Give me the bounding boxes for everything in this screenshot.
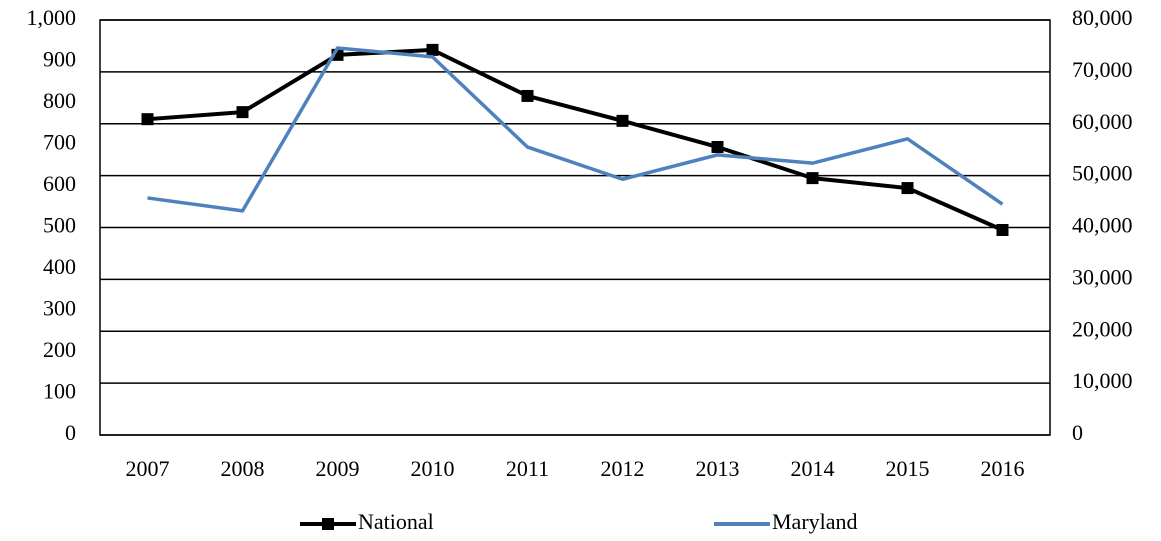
x-tick-label: 2009 (316, 456, 360, 481)
y-tick-label: 800 (43, 88, 76, 113)
y2-tick-label: 60,000 (1072, 109, 1133, 134)
series-line (147, 47, 1004, 232)
point-marker (711, 140, 724, 153)
x-tick-label: 2012 (601, 456, 645, 481)
point-marker (426, 43, 439, 56)
y2-tick-label: 70,000 (1072, 57, 1133, 82)
legend-marker (322, 518, 334, 530)
y-tick-label: 1,000 (27, 5, 77, 30)
point-marker (806, 172, 819, 185)
y-tick-label: 500 (43, 213, 76, 238)
legend-label: National (358, 509, 434, 534)
point-marker (141, 113, 154, 126)
y-tick-label: 100 (43, 379, 76, 404)
y-tick-label: 600 (43, 171, 76, 196)
y-tick-label: 900 (43, 47, 76, 72)
y2-tick-label: 40,000 (1072, 213, 1133, 238)
x-tick-label: 2016 (981, 456, 1025, 481)
y-tick-label: 400 (43, 254, 76, 279)
point-marker (901, 182, 914, 195)
x-tick-label: 2007 (126, 456, 170, 481)
y2-tick-label: 0 (1072, 420, 1083, 445)
series-line (147, 46, 1004, 213)
point-marker (521, 89, 534, 102)
y-tick-label: 700 (43, 130, 76, 155)
legend-label: Maryland (772, 509, 858, 534)
y2-tick-label: 30,000 (1072, 264, 1133, 289)
x-tick-label: 2008 (221, 456, 265, 481)
x-tick-label: 2011 (506, 456, 549, 481)
y2-tick-label: 10,000 (1072, 368, 1133, 393)
point-marker (236, 106, 249, 119)
point-marker (616, 114, 629, 127)
y-tick-label: 0 (65, 420, 76, 445)
x-tick-label: 2015 (886, 456, 930, 481)
x-tick-label: 2010 (411, 456, 455, 481)
x-tick-label: 2013 (696, 456, 740, 481)
y2-tick-label: 50,000 (1072, 161, 1133, 186)
x-tick-label: 2014 (791, 456, 835, 481)
y-tick-label: 200 (43, 337, 76, 362)
plot-frame (99, 19, 1051, 436)
y2-tick-label: 80,000 (1072, 5, 1133, 30)
y2-tick-label: 20,000 (1072, 316, 1133, 341)
y-tick-label: 300 (43, 296, 76, 321)
point-marker (996, 223, 1009, 236)
